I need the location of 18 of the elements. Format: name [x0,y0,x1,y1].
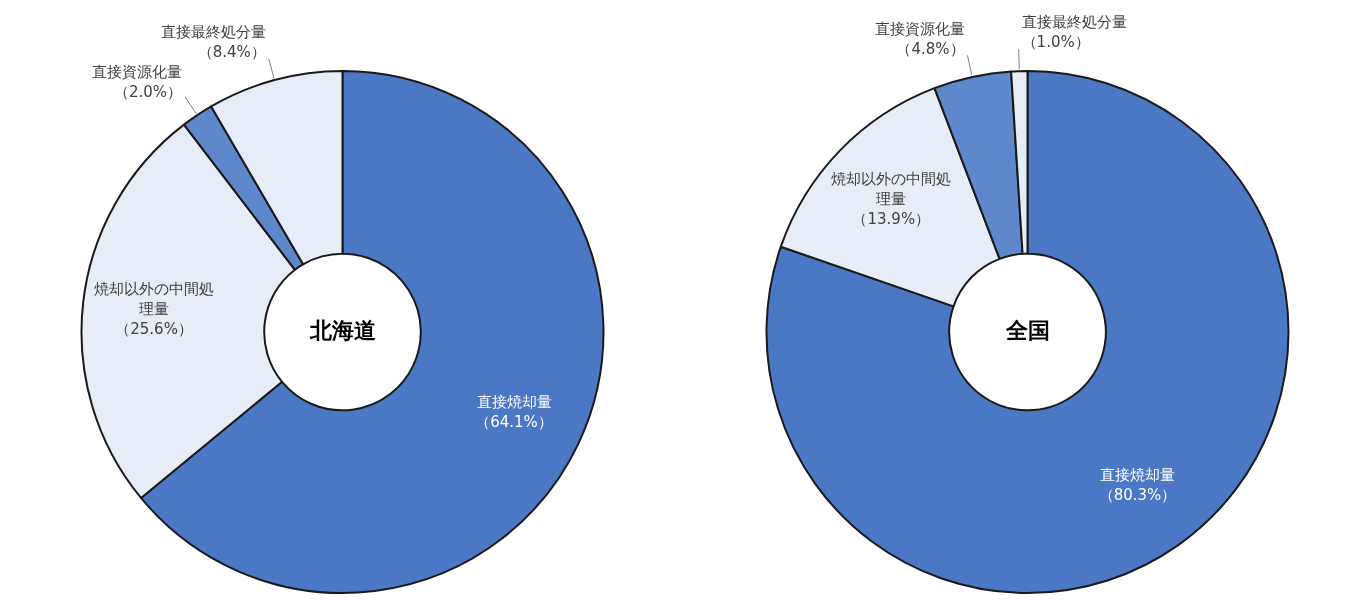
text: 全国 [1004,317,1050,343]
slice-label: 直接最終処分量 [160,23,266,42]
data-label: （25.6%） [115,320,193,339]
data-label: （2.0%） [113,83,183,102]
slice-label: 直接最終処分量 [1021,13,1127,32]
data-label: （4.8%） [896,39,965,58]
data-label: （64.1%） [475,412,553,431]
data-label: （1.0%） [1021,33,1090,52]
data-label: （8.4%） [197,43,266,62]
slice-label: 焼却以外の中間処理量 [831,169,952,208]
slice-label: 直接資源化量 [92,63,183,82]
slice-label: 直接焼却量 [1100,466,1176,485]
slice-label: 焼却以外の中間処理量 [94,280,215,319]
text: 北海道 [308,317,376,343]
data-label: （80.3%） [1098,486,1177,505]
data-label: （13.9%） [852,209,931,228]
slice-label: 直接焼却量 [476,392,552,411]
slice-label: 直接資源化量 [874,19,965,38]
